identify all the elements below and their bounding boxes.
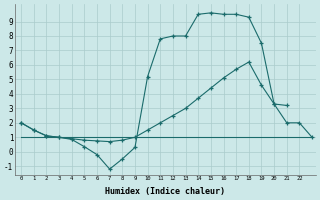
X-axis label: Humidex (Indice chaleur): Humidex (Indice chaleur) xyxy=(105,187,225,196)
